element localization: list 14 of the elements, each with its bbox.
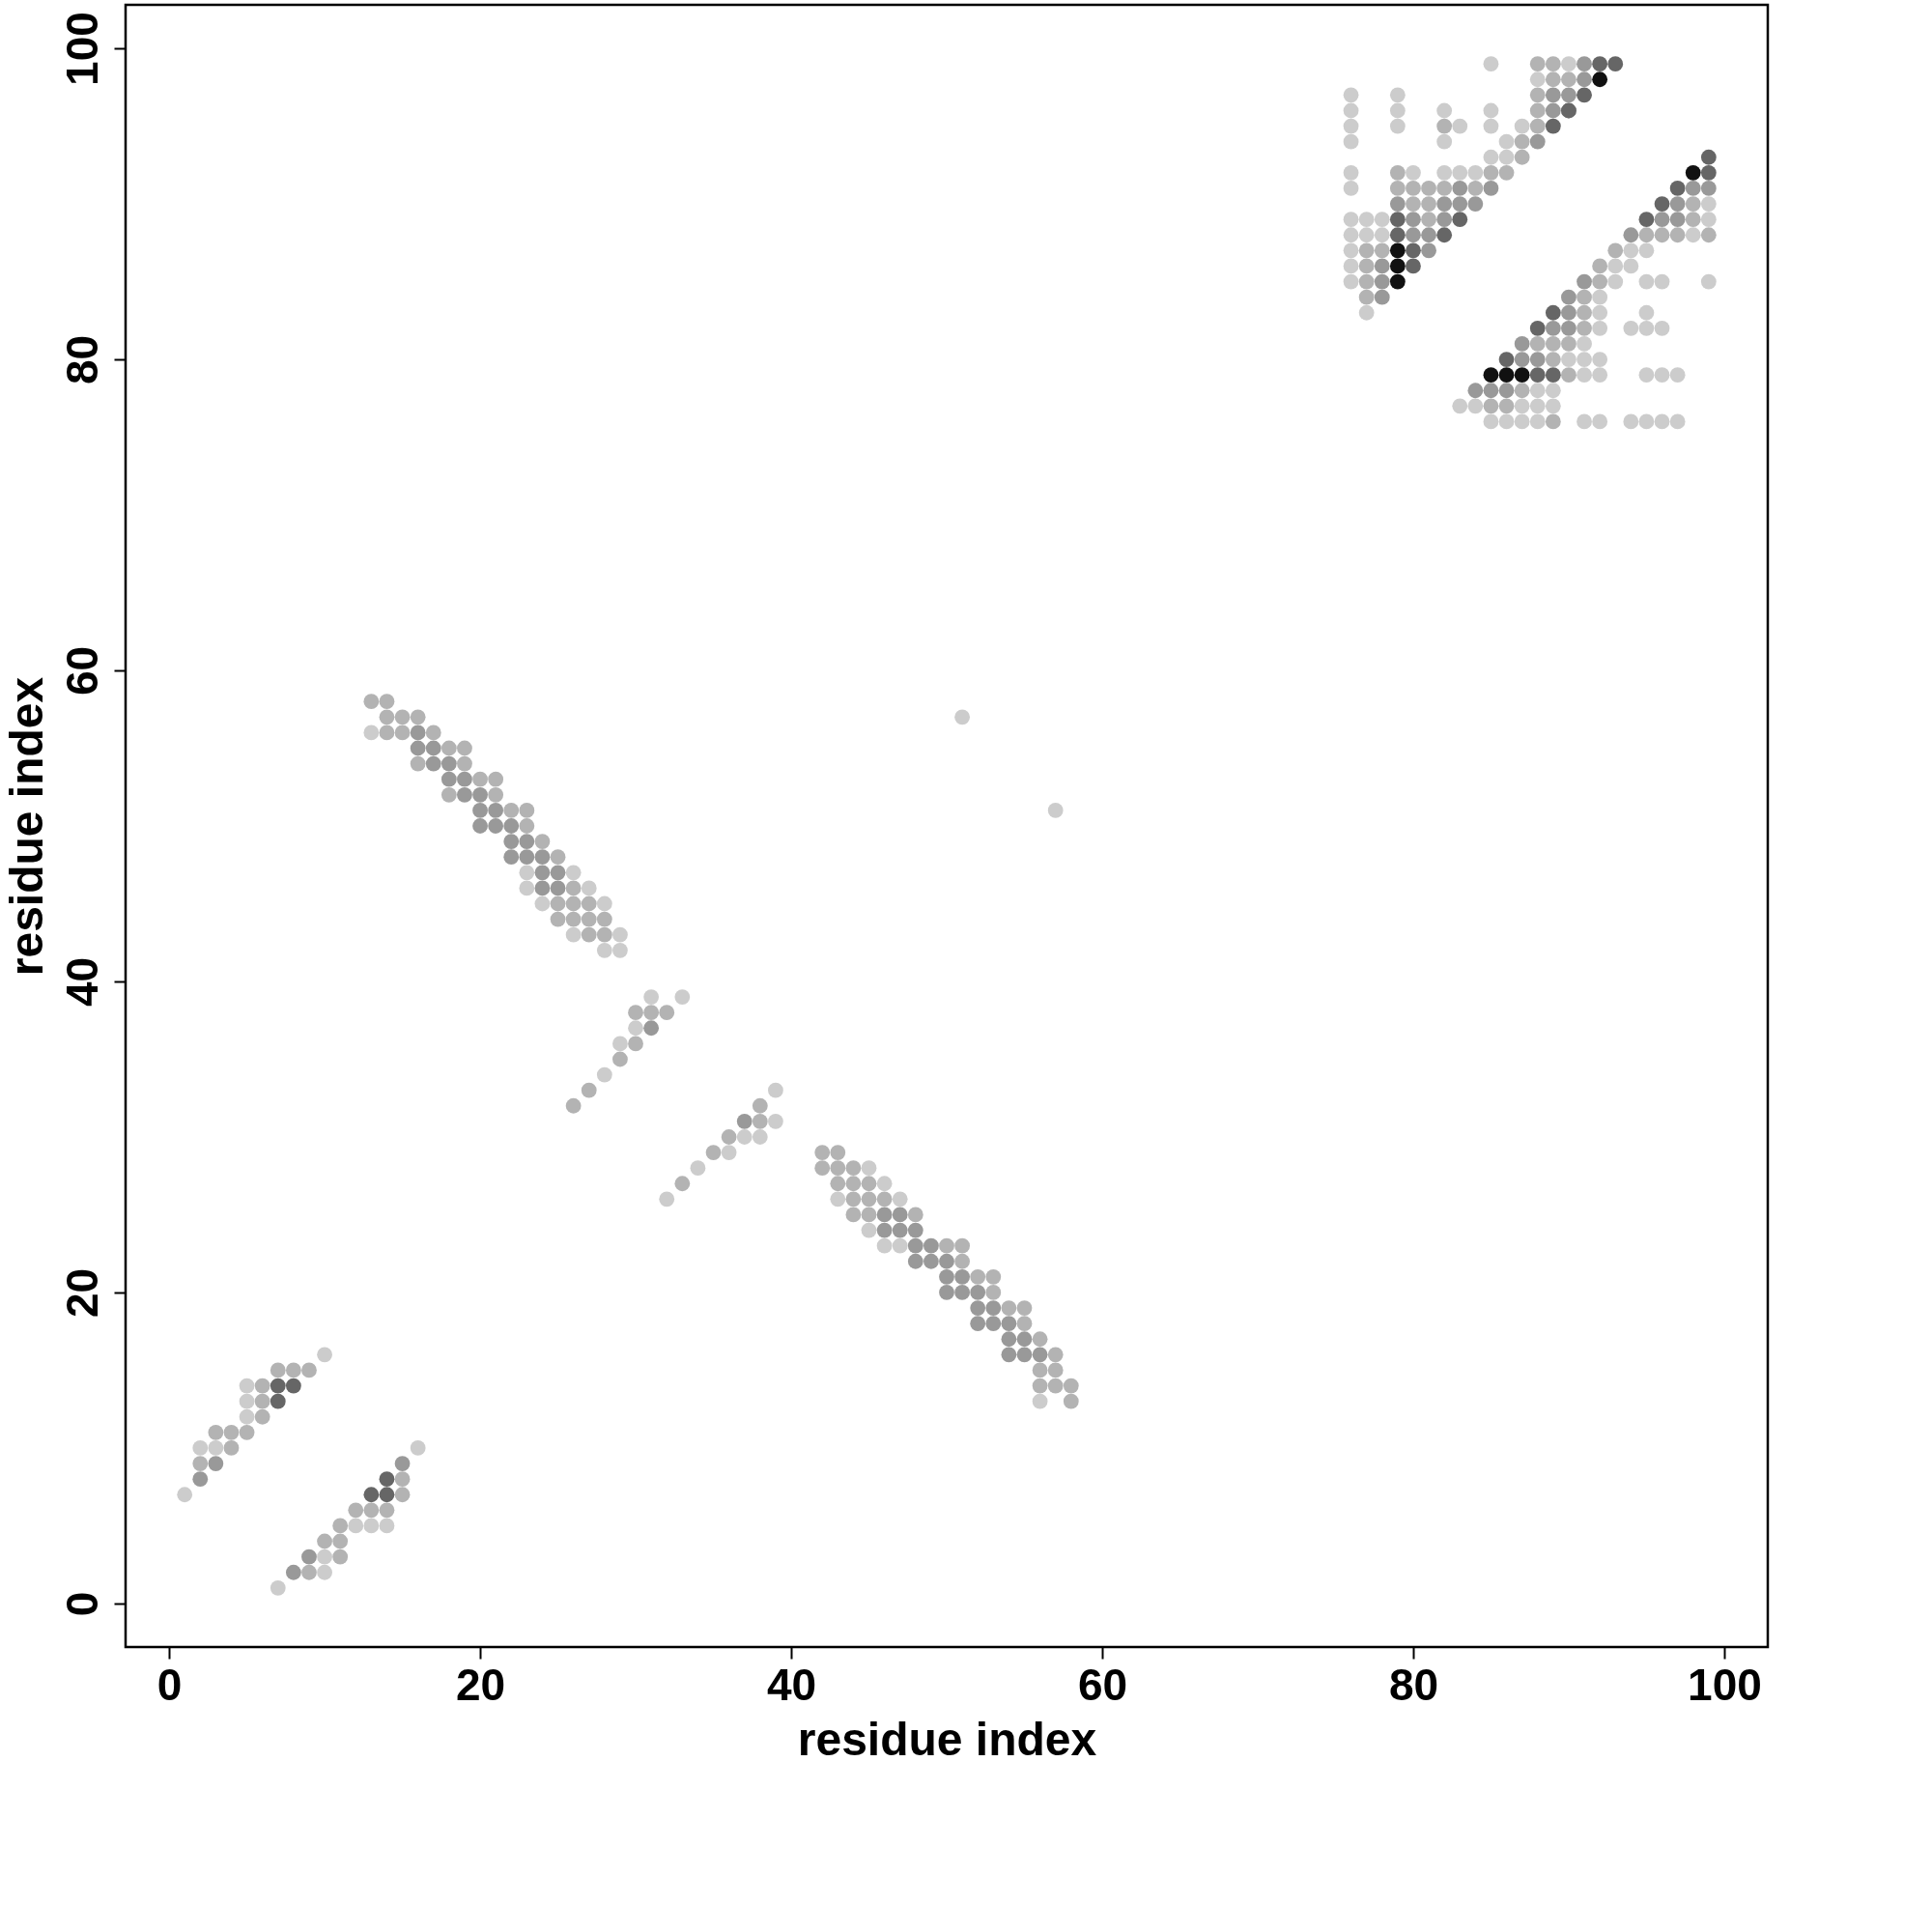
x-axis-title: residue index bbox=[797, 1713, 1097, 1765]
x-tick-label: 60 bbox=[1077, 1659, 1128, 1710]
y-tick-label: 40 bbox=[56, 956, 107, 1008]
y-axis-title: residue index bbox=[0, 676, 52, 977]
x-tick-label: 40 bbox=[766, 1659, 817, 1710]
y-tick-label: 0 bbox=[56, 1591, 107, 1617]
y-tick-label: 20 bbox=[56, 1267, 107, 1319]
x-tick-label: 80 bbox=[1388, 1659, 1439, 1710]
x-tick-label: 100 bbox=[1688, 1659, 1762, 1710]
y-tick-label: 60 bbox=[56, 645, 107, 696]
y-tick-label: 100 bbox=[56, 12, 107, 86]
x-tick-label: 0 bbox=[156, 1659, 183, 1710]
y-tick-label: 80 bbox=[56, 334, 107, 385]
x-tick-label: 20 bbox=[455, 1659, 506, 1710]
